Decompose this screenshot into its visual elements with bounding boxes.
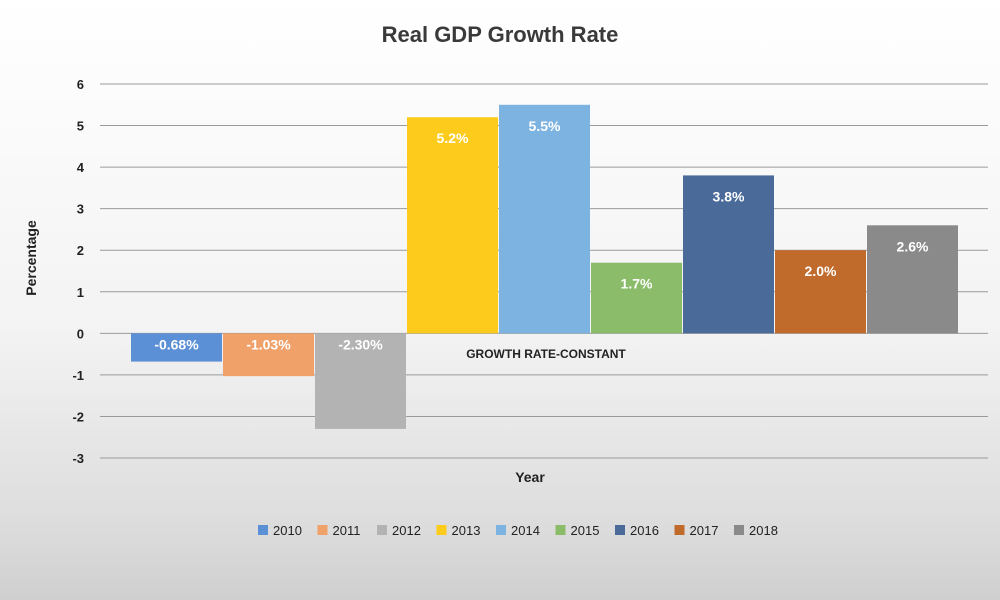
legend-item-2010: 2010 xyxy=(273,523,302,538)
y-tick-label: 5 xyxy=(77,119,84,134)
legend-item-2012: 2012 xyxy=(392,523,421,538)
legend-item-2017: 2017 xyxy=(690,523,719,538)
bar-2014 xyxy=(499,104,590,334)
bar-2017 xyxy=(775,250,866,334)
data-label-2016: 3.8% xyxy=(713,188,745,204)
legend-swatch-2016 xyxy=(615,525,625,535)
legend-item-2016: 2016 xyxy=(630,523,659,538)
y-tick-label: -1 xyxy=(72,368,84,383)
legend-swatch-2012 xyxy=(377,525,387,535)
x-axis-title: Year xyxy=(515,469,545,485)
y-tick-label: 3 xyxy=(77,202,84,217)
y-axis-title: Percentage xyxy=(23,220,39,296)
data-label-2013: 5.2% xyxy=(437,130,469,146)
data-labels: -0.68% -1.03% -2.30% 5.2% 5.5% 1.7% 3.8% 2.0% 2.… xyxy=(154,118,929,353)
data-label-2014: 5.5% xyxy=(529,118,561,134)
data-label-2018: 2.6% xyxy=(897,238,929,254)
legend-swatch-2010 xyxy=(258,525,268,535)
y-tick-label: 1 xyxy=(77,285,84,300)
y-tick-label: 4 xyxy=(77,160,85,175)
legend-item-2014: 2014 xyxy=(511,523,540,538)
legend-swatch-2015 xyxy=(555,525,566,535)
bar-2010 xyxy=(131,333,222,362)
bar-2012 xyxy=(315,333,406,429)
legend-item-2013: 2013 xyxy=(452,523,481,538)
data-label-2015: 1.7% xyxy=(621,276,653,292)
data-label-2012: -2.30% xyxy=(338,336,383,352)
y-tick-label: -3 xyxy=(72,451,84,466)
bar-2015 xyxy=(591,262,682,334)
bars xyxy=(131,104,958,429)
legend-item-2018: 2018 xyxy=(749,523,778,538)
bar-2018 xyxy=(867,225,958,334)
chart-title: Real GDP Growth Rate xyxy=(382,22,619,47)
data-label-2017: 2.0% xyxy=(805,263,837,279)
data-label-2010: -0.68% xyxy=(154,336,199,352)
data-label-2011: -1.03% xyxy=(246,336,291,352)
bar-2016 xyxy=(683,175,774,334)
bar-2011 xyxy=(223,333,314,377)
legend: 2010 2011 2012 2013 2014 2015 2016 2017 2018 xyxy=(258,523,778,538)
y-tick-label: 2 xyxy=(77,243,84,258)
legend-swatch-2011 xyxy=(317,525,328,535)
legend-item-2015: 2015 xyxy=(571,523,600,538)
legend-swatch-2018 xyxy=(734,525,744,535)
bar-2013 xyxy=(407,117,498,334)
y-tick-label: 6 xyxy=(77,77,84,92)
legend-swatch-2017 xyxy=(674,525,685,535)
category-label: GROWTH RATE-CONSTANT xyxy=(466,347,626,361)
y-tick-label: 0 xyxy=(77,326,84,341)
legend-item-2011: 2011 xyxy=(333,523,361,538)
legend-swatch-2013 xyxy=(436,525,447,535)
legend-swatch-2014 xyxy=(496,525,506,535)
y-tick-label: -2 xyxy=(72,409,84,424)
